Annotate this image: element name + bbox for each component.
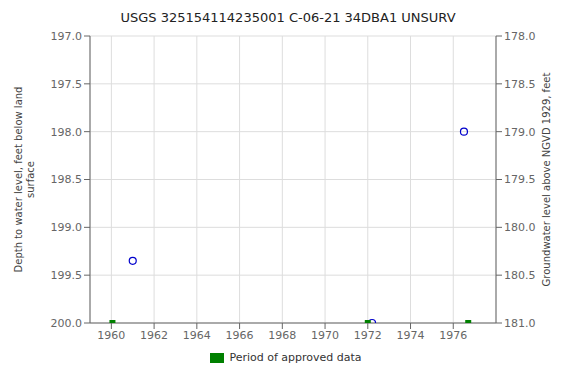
- svg-text:178.5: 178.5: [504, 78, 536, 91]
- svg-text:197.5: 197.5: [51, 78, 83, 91]
- svg-text:1962: 1962: [140, 329, 168, 342]
- svg-text:1970: 1970: [311, 329, 339, 342]
- svg-text:1976: 1976: [439, 329, 467, 342]
- svg-text:1972: 1972: [354, 329, 382, 342]
- svg-text:179.0: 179.0: [504, 126, 536, 139]
- svg-text:Groundwater level above NGVD 1: Groundwater level above NGVD 1929, feet: [541, 73, 552, 287]
- svg-text:180.5: 180.5: [504, 269, 536, 282]
- svg-text:181.0: 181.0: [504, 317, 536, 330]
- html-text:Period of approved data: Period of approved data: [229, 351, 362, 364]
- svg-text:199.5: 199.5: [51, 269, 83, 282]
- svg-text:198.5: 198.5: [51, 173, 83, 186]
- svg-text:1974: 1974: [397, 329, 425, 342]
- svg-text:199.0: 199.0: [51, 221, 83, 234]
- svg-text:180.0: 180.0: [504, 221, 536, 234]
- svg-text:200.0: 200.0: [51, 317, 83, 330]
- svg-text:179.5: 179.5: [504, 173, 536, 186]
- svg-text:198.0: 198.0: [51, 126, 83, 139]
- svg-text:1966: 1966: [226, 329, 254, 342]
- svg-text:1960: 1960: [97, 329, 125, 342]
- svg-text:Depth to water level, feet bel: Depth to water level, feet below landsur…: [13, 87, 36, 273]
- svg-text:1964: 1964: [183, 329, 211, 342]
- svg-text:197.0: 197.0: [51, 30, 83, 43]
- svg-text:178.0: 178.0: [504, 30, 536, 43]
- html-text:USGS 325154114235001 C-06-21 3: USGS 325154114235001 C-06-21 34DBA1 UNSU…: [120, 10, 456, 25]
- svg-text:1968: 1968: [268, 329, 296, 342]
